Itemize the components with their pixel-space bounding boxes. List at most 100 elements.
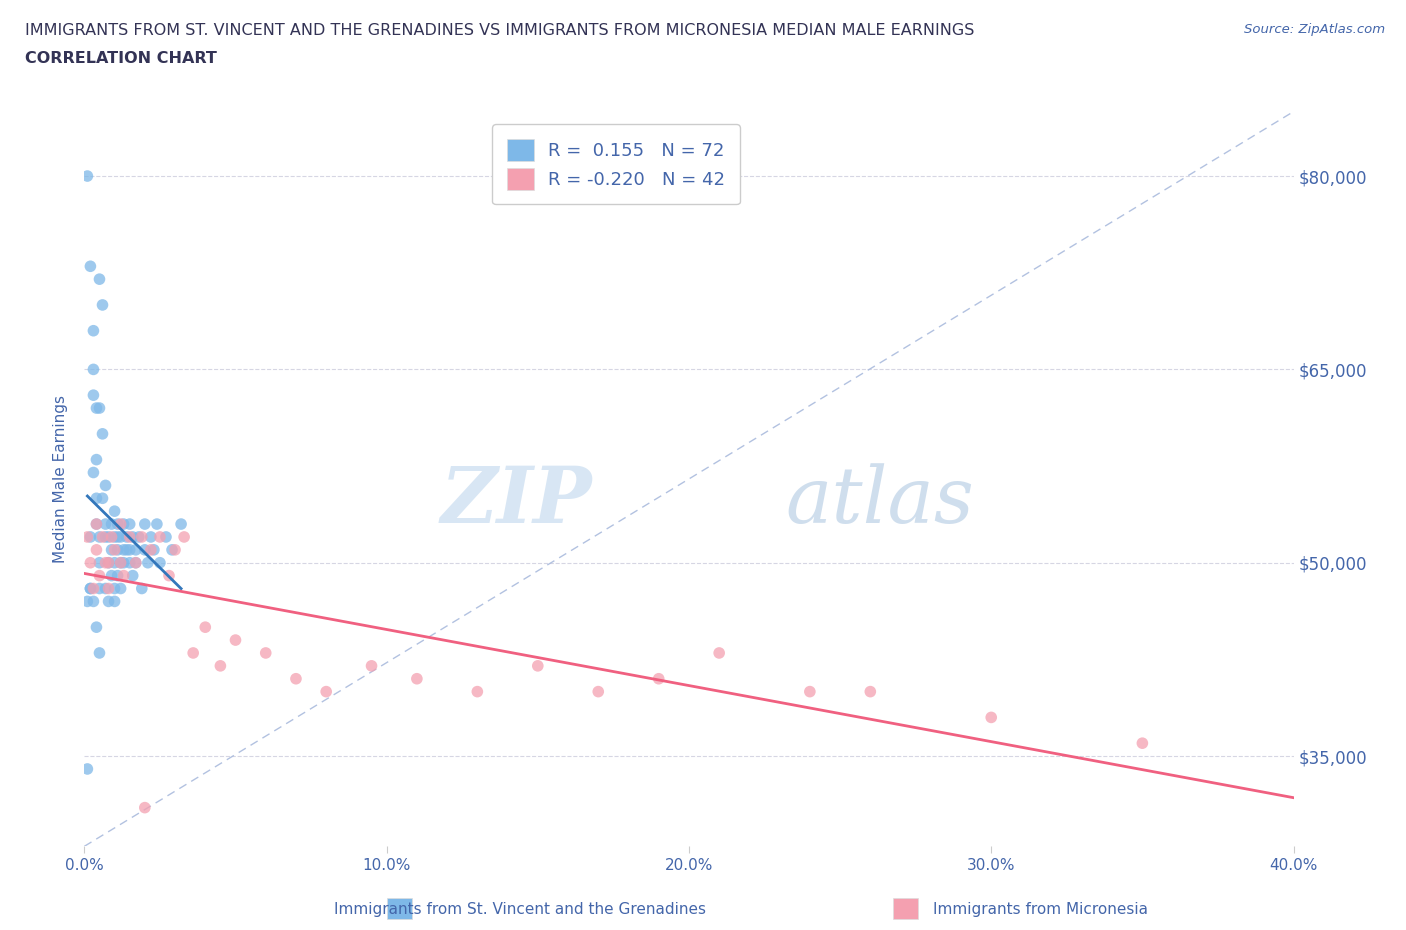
Point bbox=[110, 555, 132, 570]
Point bbox=[115, 542, 138, 557]
Text: atlas: atlas bbox=[786, 463, 974, 539]
Point bbox=[107, 517, 129, 532]
Point bbox=[160, 542, 183, 557]
Point bbox=[225, 632, 247, 647]
Point bbox=[112, 555, 135, 570]
Point bbox=[110, 555, 132, 570]
Point bbox=[125, 542, 148, 557]
Point bbox=[82, 465, 104, 480]
Point bbox=[110, 581, 132, 596]
Text: ZIP: ZIP bbox=[440, 463, 592, 539]
Point bbox=[104, 555, 127, 570]
Point bbox=[91, 426, 114, 441]
Point bbox=[97, 594, 120, 609]
Point bbox=[76, 762, 98, 777]
Point bbox=[89, 645, 111, 660]
Point bbox=[254, 645, 277, 660]
Point bbox=[79, 555, 101, 570]
Point bbox=[82, 388, 104, 403]
Point bbox=[170, 517, 193, 532]
Point bbox=[94, 529, 117, 544]
Point bbox=[134, 800, 156, 815]
Text: Source: ZipAtlas.com: Source: ZipAtlas.com bbox=[1244, 23, 1385, 36]
Point bbox=[467, 684, 489, 699]
Point bbox=[79, 529, 101, 544]
Point bbox=[76, 168, 98, 183]
Point bbox=[110, 517, 132, 532]
Point bbox=[112, 568, 135, 583]
Point bbox=[82, 324, 104, 339]
Point bbox=[134, 517, 156, 532]
Point bbox=[107, 542, 129, 557]
Point bbox=[112, 542, 135, 557]
Point bbox=[104, 542, 127, 557]
Point bbox=[82, 594, 104, 609]
Point bbox=[173, 529, 195, 544]
Point bbox=[709, 645, 731, 660]
Point bbox=[94, 517, 117, 532]
Legend: R =  0.155   N = 72, R = -0.220   N = 42: R = 0.155 N = 72, R = -0.220 N = 42 bbox=[492, 125, 740, 205]
Point bbox=[89, 529, 111, 544]
Point bbox=[118, 542, 141, 557]
Point bbox=[125, 555, 148, 570]
Y-axis label: Median Male Earnings: Median Male Earnings bbox=[53, 395, 69, 563]
Point bbox=[139, 542, 162, 557]
Point bbox=[91, 491, 114, 506]
Point bbox=[194, 619, 217, 634]
Point bbox=[104, 529, 127, 544]
Point bbox=[118, 555, 141, 570]
Point bbox=[131, 529, 153, 544]
Point bbox=[980, 710, 1002, 724]
Point bbox=[100, 542, 122, 557]
Point bbox=[86, 491, 108, 506]
Point bbox=[91, 529, 114, 544]
Point bbox=[146, 517, 169, 532]
Point bbox=[86, 517, 108, 532]
Point bbox=[89, 555, 111, 570]
Point bbox=[118, 529, 141, 544]
Point bbox=[79, 581, 101, 596]
Point bbox=[157, 568, 180, 583]
Point bbox=[149, 555, 172, 570]
Point bbox=[76, 529, 98, 544]
Point bbox=[97, 555, 120, 570]
Point bbox=[104, 504, 127, 519]
Point bbox=[1130, 736, 1153, 751]
Point bbox=[527, 658, 550, 673]
Text: IMMIGRANTS FROM ST. VINCENT AND THE GRENADINES VS IMMIGRANTS FROM MICRONESIA MED: IMMIGRANTS FROM ST. VINCENT AND THE GREN… bbox=[25, 23, 974, 38]
Point bbox=[121, 529, 143, 544]
Point bbox=[76, 594, 98, 609]
Point bbox=[104, 594, 127, 609]
Point bbox=[79, 581, 101, 596]
Point bbox=[149, 529, 172, 544]
Point bbox=[86, 517, 108, 532]
Point bbox=[89, 401, 111, 416]
Point bbox=[86, 542, 108, 557]
Point bbox=[648, 671, 671, 686]
Point bbox=[110, 529, 132, 544]
Text: Immigrants from St. Vincent and the Grenadines: Immigrants from St. Vincent and the Gren… bbox=[335, 902, 706, 917]
Point bbox=[100, 568, 122, 583]
Point bbox=[121, 568, 143, 583]
Point bbox=[112, 517, 135, 532]
Point bbox=[86, 401, 108, 416]
Point bbox=[181, 645, 204, 660]
Point bbox=[165, 542, 187, 557]
Point bbox=[142, 542, 165, 557]
Point bbox=[94, 555, 117, 570]
Point bbox=[107, 568, 129, 583]
Point bbox=[94, 581, 117, 596]
Text: CORRELATION CHART: CORRELATION CHART bbox=[25, 51, 217, 66]
Point bbox=[97, 529, 120, 544]
Point bbox=[134, 542, 156, 557]
Point bbox=[799, 684, 821, 699]
Point bbox=[155, 529, 177, 544]
Point bbox=[86, 452, 108, 467]
Point bbox=[128, 529, 150, 544]
Point bbox=[406, 671, 429, 686]
Point bbox=[136, 555, 159, 570]
Point bbox=[285, 671, 308, 686]
Point bbox=[107, 529, 129, 544]
Point bbox=[104, 581, 127, 596]
Point bbox=[859, 684, 882, 699]
